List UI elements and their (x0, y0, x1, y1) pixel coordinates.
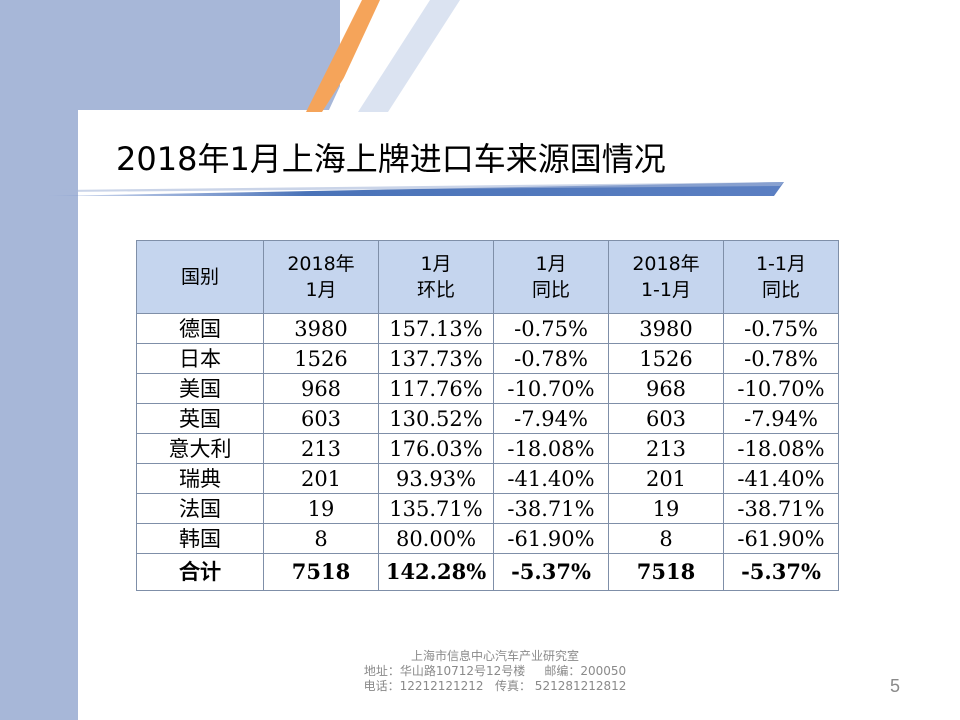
cell-value: 1526 (263, 343, 379, 374)
cell-total-value: 7518 (263, 553, 379, 591)
cell-country: 美国 (136, 373, 264, 404)
cell-country: 瑞典 (136, 463, 264, 494)
cell-value: 968 (608, 373, 724, 404)
header-jan-mom: 1月 环比 (378, 240, 494, 314)
cell-value: -0.78% (723, 343, 839, 374)
cell-country: 法国 (136, 493, 264, 524)
cell-value: 1526 (608, 343, 724, 374)
cell-value: 968 (263, 373, 379, 404)
footer-contact: 上海市信息中心汽车产业研究室 地址：华山路10712号12号楼 邮编：20005… (0, 649, 960, 694)
header-country: 国别 (136, 240, 264, 314)
import-source-table: 国别 2018年 1月 1月 环比 1月 同比 2018年 1-1月 1-1月 同比 德国… (136, 240, 839, 591)
slide-title: 2018年1月上海上牌进口车来源国情况 (116, 140, 666, 178)
table-row: 瑞典 201 93.93% -41.40% 201 -41.40% (136, 463, 839, 494)
cell-value: -18.08% (493, 433, 609, 464)
table-row: 日本 1526 137.73% -0.78% 1526 -0.78% (136, 343, 839, 374)
footer-phone: 电话：12212121212 传真： 521281212812 (363, 679, 627, 693)
stripe-white (328, 0, 424, 112)
stripe-light-blue (358, 0, 460, 112)
cell-country: 德国 (136, 313, 264, 344)
cell-value: 137.73% (378, 343, 494, 374)
cell-country: 韩国 (136, 523, 264, 554)
cell-value: 3980 (608, 313, 724, 344)
header-jan-yoy: 1月 同比 (493, 240, 609, 314)
table-row: 美国 968 117.76% -10.70% 968 -10.70% (136, 373, 839, 404)
table-row: 韩国 8 80.00% -61.90% 8 -61.90% (136, 523, 839, 554)
cell-value: -38.71% (723, 493, 839, 524)
cell-value: 201 (263, 463, 379, 494)
top-decor-band (0, 0, 340, 110)
cell-total-value: -5.37% (493, 553, 609, 591)
table-header-row: 国别 2018年 1月 1月 环比 1月 同比 2018年 1-1月 1-1月 同比 (136, 240, 839, 314)
header-jan-2018: 2018年 1月 (263, 240, 379, 314)
cell-value: 3980 (263, 313, 379, 344)
header-ytd-2018: 2018年 1-1月 (608, 240, 724, 314)
cell-value: -10.70% (723, 373, 839, 404)
cell-value: -0.75% (493, 313, 609, 344)
cell-total-value: 142.28% (378, 553, 494, 591)
table-row: 意大利 213 176.03% -18.08% 213 -18.08% (136, 433, 839, 464)
cell-value: 80.00% (378, 523, 494, 554)
cell-value: 8 (608, 523, 724, 554)
cell-value: -41.40% (493, 463, 609, 494)
cell-value: 135.71% (378, 493, 494, 524)
cell-value: 176.03% (378, 433, 494, 464)
cell-value: 93.93% (378, 463, 494, 494)
cell-value: 130.52% (378, 403, 494, 434)
cell-value: 8 (263, 523, 379, 554)
footer-address: 地址：华山路10712号12号楼 邮编：200050 (363, 664, 627, 678)
cell-value: -0.78% (493, 343, 609, 374)
cell-value: 157.13% (378, 313, 494, 344)
cell-value: 201 (608, 463, 724, 494)
table-total-row: 合计 7518 142.28% -5.37% 7518 -5.37% (136, 553, 839, 591)
cell-country: 英国 (136, 403, 264, 434)
cell-value: 213 (608, 433, 724, 464)
header-ytd-yoy: 1-1月 同比 (723, 240, 839, 314)
cell-value: 603 (263, 403, 379, 434)
footer-org: 上海市信息中心汽车产业研究室 (410, 649, 579, 663)
cell-value: 19 (263, 493, 379, 524)
cell-total-value: -5.37% (723, 553, 839, 591)
cell-total-label: 合计 (136, 553, 264, 591)
cell-value: -61.90% (493, 523, 609, 554)
table-row: 法国 19 135.71% -38.71% 19 -38.71% (136, 493, 839, 524)
cell-country: 意大利 (136, 433, 264, 464)
cell-value: -61.90% (723, 523, 839, 554)
table-row: 德国 3980 157.13% -0.75% 3980 -0.75% (136, 313, 839, 344)
cell-value: -10.70% (493, 373, 609, 404)
cell-value: -41.40% (723, 463, 839, 494)
left-decor-band (0, 0, 78, 720)
cell-value: 213 (263, 433, 379, 464)
table-row: 英国 603 130.52% -7.94% 603 -7.94% (136, 403, 839, 434)
cell-value: 117.76% (378, 373, 494, 404)
cell-value: -38.71% (493, 493, 609, 524)
cell-value: 603 (608, 403, 724, 434)
cell-value: -18.08% (723, 433, 839, 464)
page-number: 5 (890, 676, 901, 696)
cell-value: 19 (608, 493, 724, 524)
cell-total-value: 7518 (608, 553, 724, 591)
cell-value: -0.75% (723, 313, 839, 344)
cell-value: -7.94% (493, 403, 609, 434)
cell-country: 日本 (136, 343, 264, 374)
cell-value: -7.94% (723, 403, 839, 434)
